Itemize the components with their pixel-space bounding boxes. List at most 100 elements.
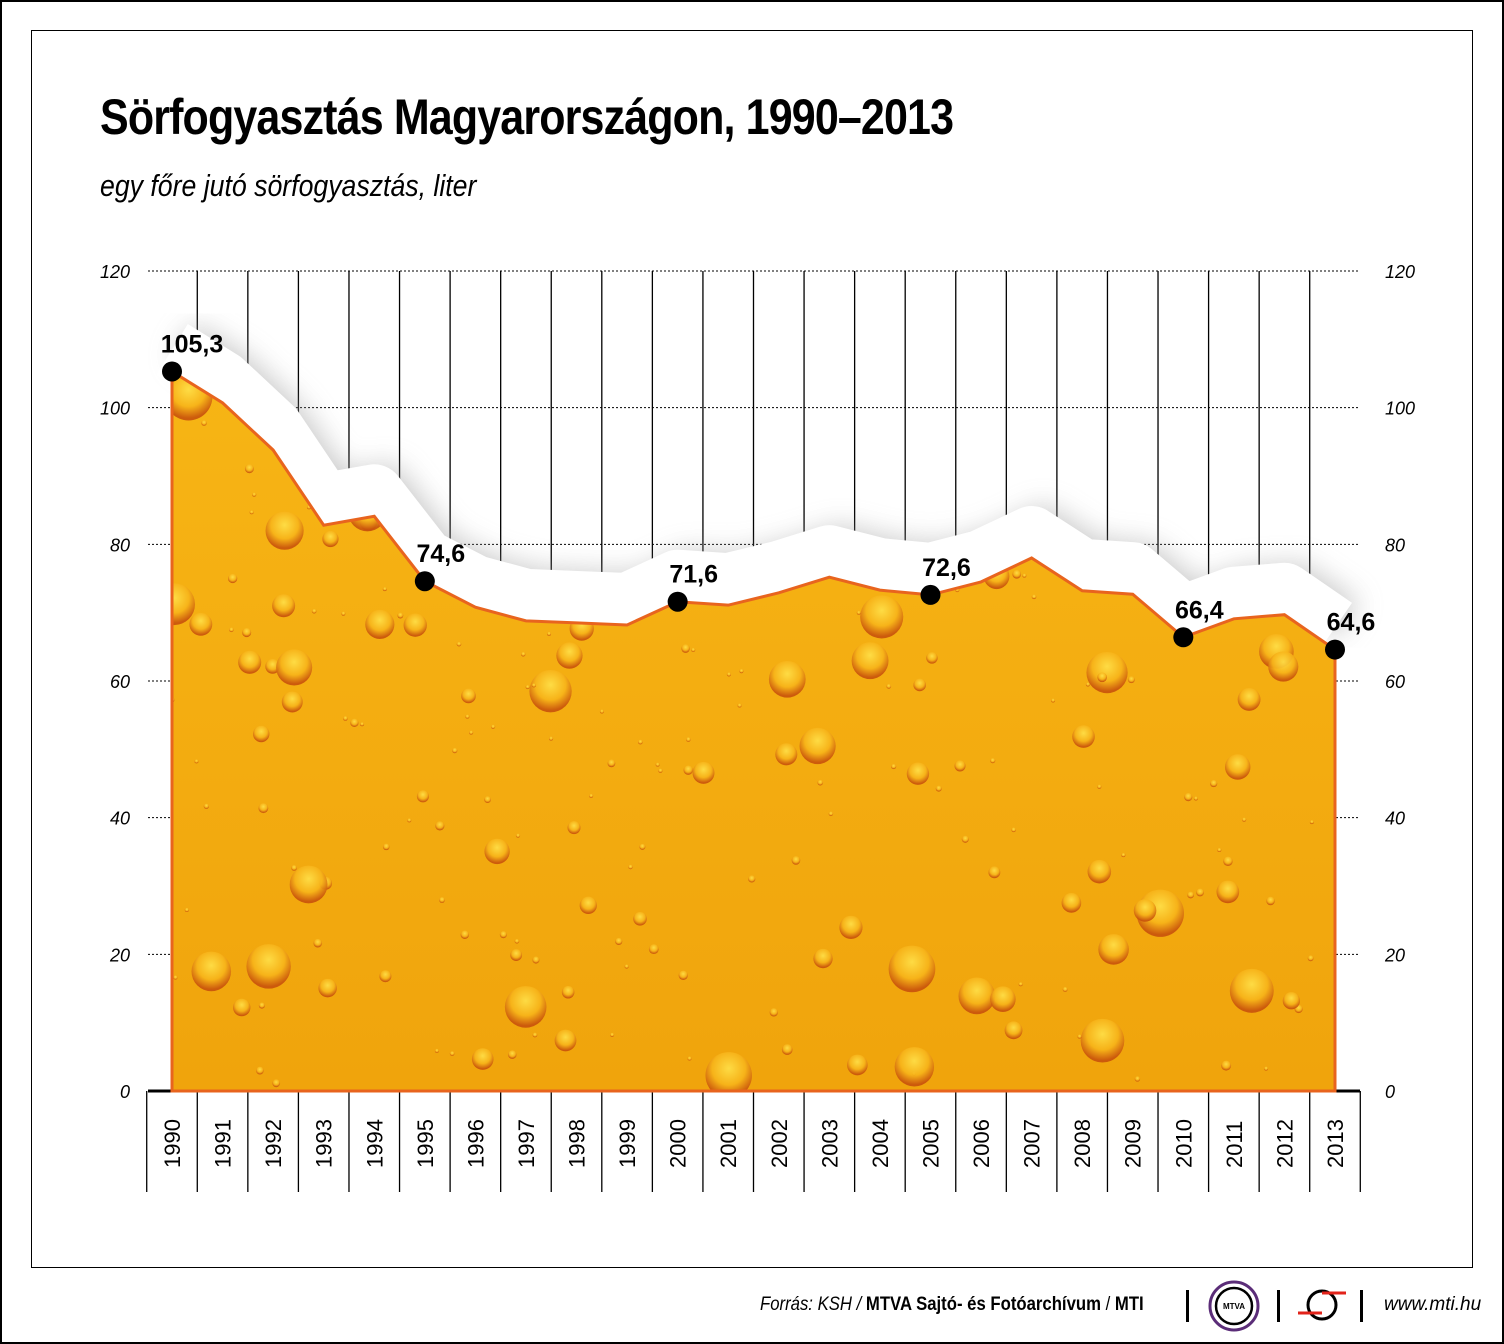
bubble bbox=[1307, 955, 1314, 962]
bubble bbox=[449, 1051, 455, 1056]
bubble bbox=[189, 612, 213, 636]
bubble bbox=[1004, 1021, 1023, 1040]
bubble bbox=[462, 379, 498, 416]
bubble bbox=[856, 401, 875, 420]
bubble bbox=[769, 1008, 778, 1017]
bubble bbox=[589, 555, 594, 561]
bubble bbox=[990, 986, 1016, 1012]
bubble bbox=[638, 739, 643, 745]
bubble bbox=[1121, 853, 1126, 858]
bubble bbox=[766, 504, 783, 521]
bubble bbox=[1187, 891, 1195, 899]
bubble bbox=[1216, 880, 1240, 904]
bubble bbox=[1098, 934, 1129, 965]
bubble bbox=[232, 998, 251, 1017]
bubble bbox=[813, 948, 833, 969]
bubble bbox=[201, 420, 207, 426]
website-link[interactable]: www.mti.hu bbox=[1384, 1294, 1482, 1315]
bubble bbox=[457, 398, 504, 444]
y-tick-label-left: 20 bbox=[109, 945, 130, 965]
bubble bbox=[397, 612, 404, 619]
bubble bbox=[561, 985, 575, 999]
bubble bbox=[567, 821, 581, 835]
bubble bbox=[360, 722, 365, 727]
bubble bbox=[529, 669, 572, 713]
bubble bbox=[172, 583, 196, 626]
bubble bbox=[579, 896, 597, 915]
bubble bbox=[490, 492, 508, 510]
y-tick-label-left: 40 bbox=[110, 809, 130, 829]
bubble bbox=[624, 400, 629, 405]
bubble bbox=[799, 727, 836, 765]
y-tick-label-left: 0 bbox=[120, 1082, 130, 1102]
bubble bbox=[1062, 987, 1068, 992]
bubble bbox=[407, 818, 412, 823]
bubble bbox=[1302, 373, 1323, 394]
bubble bbox=[504, 986, 547, 1028]
bubble bbox=[1085, 682, 1090, 687]
bubble bbox=[549, 736, 554, 741]
bubble bbox=[311, 608, 317, 614]
bubble bbox=[322, 530, 339, 548]
bubble bbox=[639, 843, 646, 850]
bubble bbox=[749, 383, 793, 427]
bubble bbox=[469, 730, 474, 735]
bubble bbox=[1249, 547, 1254, 552]
x-tick-label: 1990 bbox=[160, 1119, 185, 1168]
bubble bbox=[791, 856, 801, 865]
x-tick-label: 2004 bbox=[868, 1119, 893, 1168]
bubble bbox=[1217, 847, 1222, 853]
bubble bbox=[242, 627, 252, 638]
svg-text:MTVA: MTVA bbox=[1223, 1302, 1245, 1311]
bubble bbox=[686, 737, 691, 742]
bubble bbox=[1221, 1060, 1232, 1071]
bubble bbox=[1127, 676, 1135, 684]
bubble bbox=[1012, 569, 1022, 579]
x-tick-label: 2012 bbox=[1272, 1119, 1297, 1168]
bubble bbox=[1023, 491, 1028, 496]
bubble bbox=[628, 864, 633, 870]
bubble bbox=[891, 448, 896, 453]
bubble bbox=[665, 483, 709, 527]
bubble bbox=[510, 949, 523, 961]
bubble bbox=[845, 460, 887, 503]
bubble bbox=[917, 371, 951, 402]
bubble bbox=[547, 631, 552, 636]
bubble bbox=[435, 821, 445, 831]
bubble bbox=[1190, 520, 1235, 565]
bubble bbox=[1264, 1066, 1269, 1071]
x-tick-label: 2002 bbox=[767, 1119, 792, 1168]
data-point-marker bbox=[1173, 627, 1194, 648]
bubble bbox=[1224, 754, 1251, 780]
bubble bbox=[1018, 982, 1023, 987]
bubble bbox=[681, 644, 690, 653]
bubble bbox=[289, 865, 328, 904]
chart-frame bbox=[31, 30, 1473, 1268]
bubble bbox=[927, 510, 943, 526]
y-tick-label-right: 120 bbox=[1385, 262, 1415, 282]
bubble bbox=[746, 398, 751, 403]
divider bbox=[1277, 1290, 1280, 1322]
bubble bbox=[781, 1044, 793, 1055]
bubble bbox=[1223, 856, 1233, 867]
bubble bbox=[252, 725, 270, 743]
bubble bbox=[246, 944, 291, 989]
bubble bbox=[318, 978, 337, 998]
bubble bbox=[1022, 573, 1027, 578]
data-point-marker bbox=[667, 591, 688, 612]
bubble bbox=[532, 1032, 538, 1038]
x-tick-label: 1996 bbox=[463, 1119, 488, 1168]
bubble bbox=[249, 510, 254, 515]
bubble bbox=[954, 760, 966, 772]
bubble bbox=[1080, 1018, 1125, 1063]
bubble bbox=[1035, 471, 1040, 476]
bubble bbox=[258, 1002, 265, 1009]
bubble bbox=[1193, 796, 1198, 801]
bubble bbox=[1051, 698, 1056, 703]
area-fill bbox=[172, 371, 1335, 1091]
bubble bbox=[1092, 395, 1097, 400]
bubble bbox=[191, 951, 232, 992]
data-point-marker bbox=[920, 584, 941, 605]
bubble bbox=[1139, 468, 1169, 498]
